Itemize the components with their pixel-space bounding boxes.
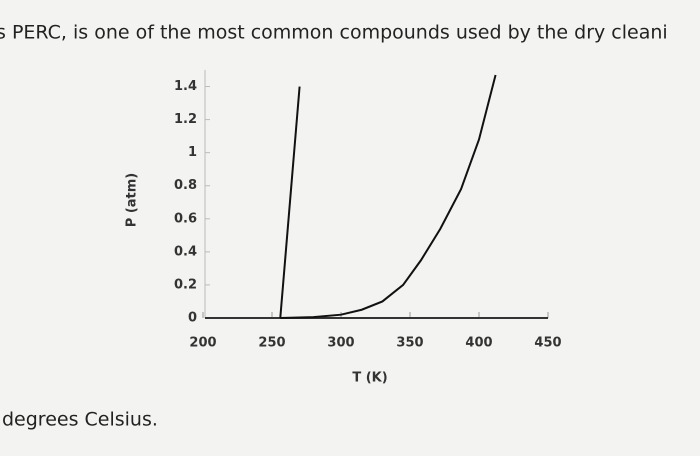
x-tick-label: 250 [258, 336, 285, 351]
curve [280, 74, 497, 319]
x-tick-label: 400 [465, 336, 492, 351]
footer-text: degrees Celsius. [2, 409, 158, 431]
y-axis-label: P (atm) [125, 173, 140, 227]
y-tick-label: 0 [188, 311, 197, 326]
x-tick-label: 350 [396, 336, 423, 351]
header-text: s PERC, is one of the most common compou… [0, 22, 668, 44]
y-tick-label: 1.4 [174, 79, 197, 94]
x-axis-label: T (K) [352, 371, 387, 386]
x-tick-label: 200 [189, 336, 216, 351]
y-tick-label: 1.2 [174, 112, 197, 127]
y-tick-label: 0.6 [174, 211, 197, 226]
x-tick-label: 300 [327, 336, 354, 351]
y-tick-label: 0.8 [174, 178, 197, 193]
y-tick-label: 0.4 [174, 244, 197, 259]
y-tick-label: 0.2 [174, 277, 197, 292]
curve [279, 86, 301, 319]
x-tick-label: 450 [534, 336, 561, 351]
y-tick-label: 1 [188, 145, 197, 160]
